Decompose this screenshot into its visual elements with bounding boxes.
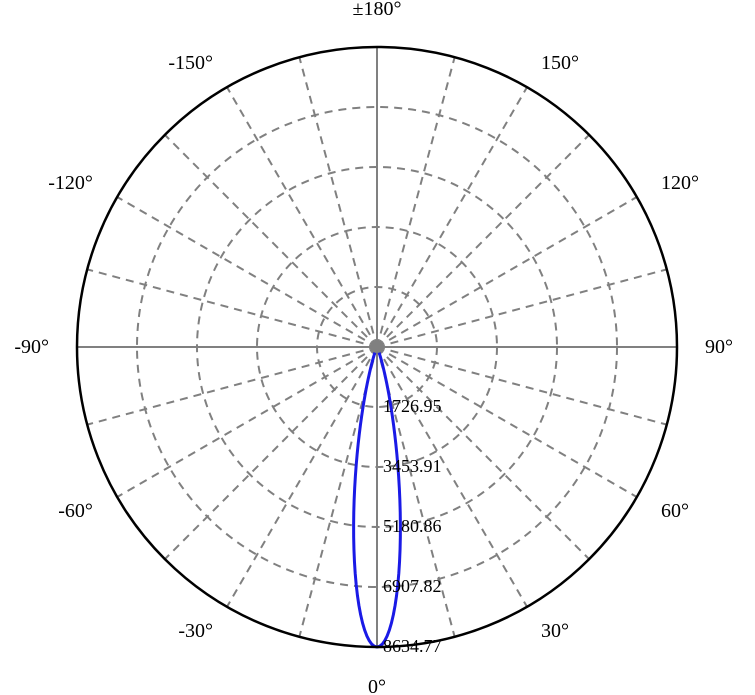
radial-label: 8634.77 [383, 636, 442, 656]
angle-label: 90° [705, 336, 733, 358]
angle-label: -60° [58, 500, 93, 522]
radial-label: 6907.82 [383, 576, 442, 596]
angle-label: -120° [48, 172, 93, 194]
angle-label: 60° [661, 500, 689, 522]
radial-label: 3453.91 [383, 456, 442, 476]
angle-label: 30° [541, 620, 569, 642]
angle-label: -30° [178, 620, 213, 642]
radial-label: 5180.86 [383, 516, 442, 536]
angle-label: 120° [661, 172, 699, 194]
polar-chart: 1726.95 3453.91 5180.86 6907.82 8634.77 0° 30°… [0, 0, 755, 695]
angle-label: 150° [541, 52, 579, 74]
radial-label: 1726.95 [383, 396, 442, 416]
center-dot [371, 341, 383, 353]
polar-svg: 1726.95 3453.91 5180.86 6907.82 8634.77 0° 30°… [0, 0, 755, 695]
angle-label: ±180° [353, 0, 402, 20]
angle-label: 0° [368, 676, 386, 695]
angle-label: -90° [14, 336, 49, 358]
angle-label: -150° [168, 52, 213, 74]
